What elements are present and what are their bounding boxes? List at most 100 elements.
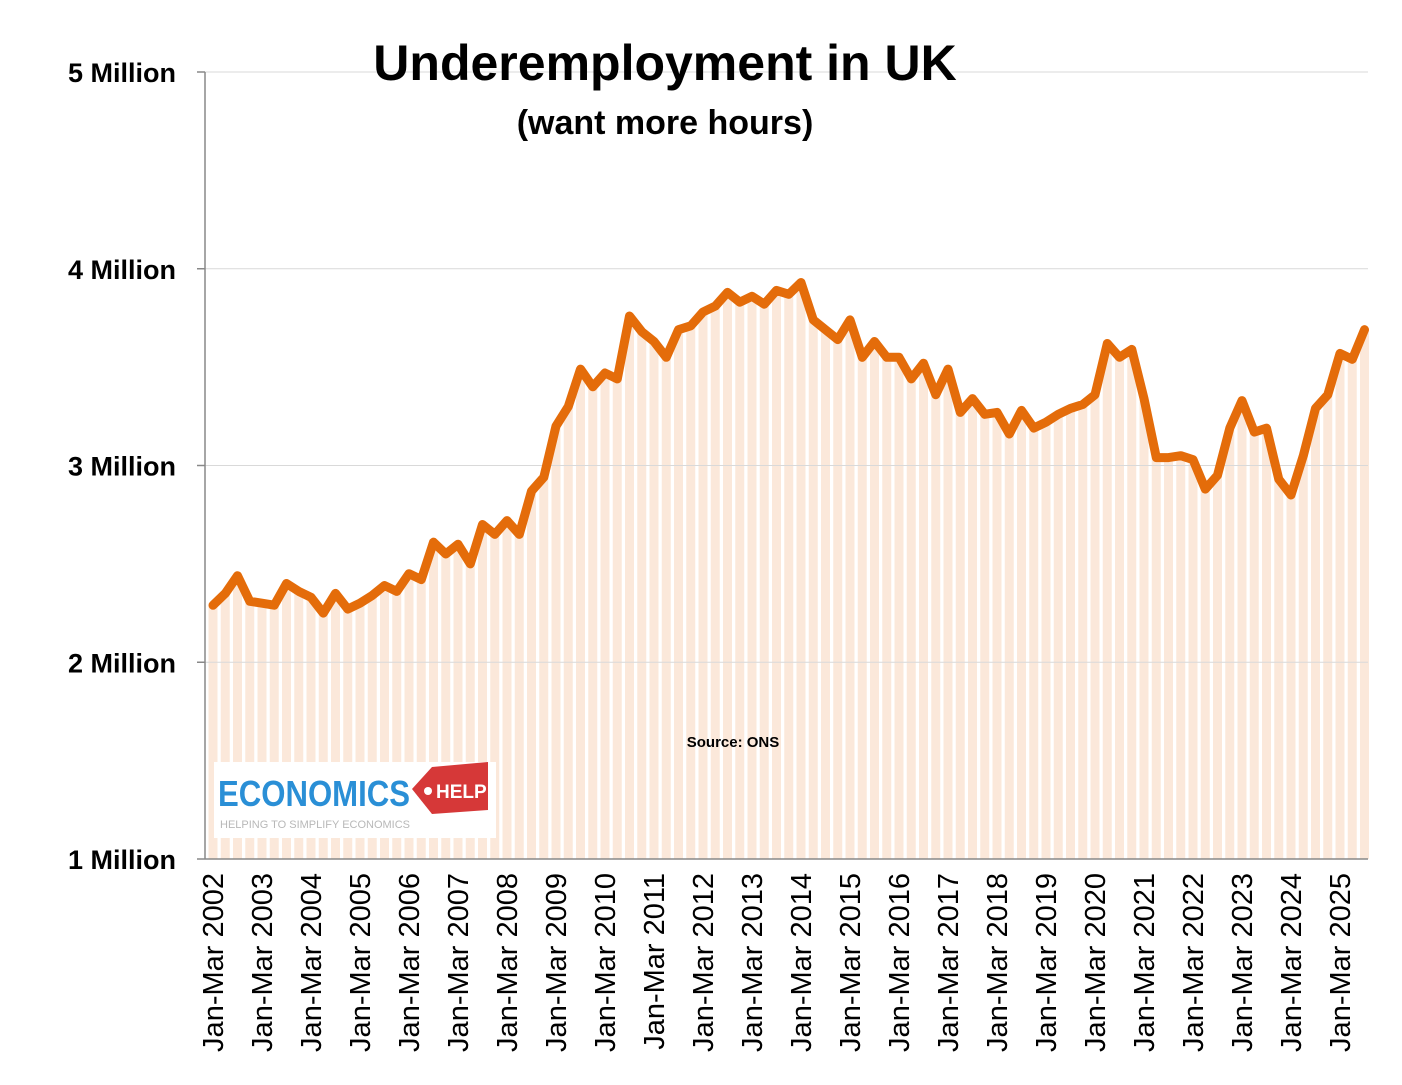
area-bar — [380, 585, 389, 859]
x-tick-label: Jan-Mar 2004 — [296, 873, 328, 1052]
area-bar — [1017, 410, 1026, 859]
area-bar — [649, 341, 659, 859]
logo-tag-hole — [424, 787, 432, 795]
area-bar — [796, 282, 806, 860]
area-bar — [784, 294, 794, 859]
area-bar — [1066, 408, 1075, 859]
area-bar — [208, 605, 218, 859]
area-bar — [367, 595, 377, 859]
area-bar — [269, 605, 279, 859]
area-bar — [563, 406, 573, 859]
area-bar — [747, 296, 757, 859]
area-bar — [355, 603, 365, 859]
x-tick-labels: Jan-Mar 2002 Jan-Mar 2003 Jan-Mar 2004 Jan-… — [198, 873, 1357, 1052]
gridlines — [205, 71, 1368, 663]
x-tick-label: Jan-Mar 2011 — [639, 873, 671, 1050]
area-bar — [245, 601, 255, 859]
x-tick-label: Jan-Mar 2014 — [786, 873, 818, 1052]
area-bar — [1029, 428, 1039, 859]
area-bar — [674, 329, 683, 859]
area-bar — [931, 394, 941, 859]
area-bar — [551, 426, 561, 859]
area-bar — [1078, 404, 1088, 859]
area-bar — [441, 554, 451, 859]
area-bar — [527, 491, 536, 859]
y-tick-label: 1 Million — [68, 845, 176, 875]
area-bar — [233, 575, 242, 859]
area-bar — [1139, 398, 1149, 859]
area-bar — [588, 386, 598, 859]
area-bar — [465, 563, 475, 859]
area-bar — [821, 329, 830, 859]
area-bar — [686, 325, 696, 859]
area-bar — [1090, 394, 1100, 859]
area-bar — [759, 304, 769, 859]
area-bar — [1041, 422, 1051, 859]
x-tick-label: Jan-Mar 2019 — [1031, 873, 1063, 1052]
economics-help-logo: ECONOMICS HELP HELPING TO SIMPLIFY ECONO… — [214, 762, 496, 838]
x-tick-label: Jan-Mar 2012 — [688, 873, 720, 1052]
x-tick-label: Jan-Mar 2018 — [982, 873, 1014, 1052]
area-bar — [1249, 432, 1259, 859]
x-tick-label: Jan-Mar 2017 — [933, 873, 965, 1052]
area-bar — [318, 613, 328, 859]
area-bar — [1102, 343, 1112, 859]
y-tick-label: 5 Million — [68, 58, 176, 88]
area-bar — [1286, 495, 1296, 859]
area-bar — [576, 369, 585, 859]
x-tick-label: Jan-Mar 2010 — [590, 873, 622, 1052]
area-bar — [1237, 400, 1247, 859]
area-bar — [502, 520, 512, 859]
area-bar — [1151, 457, 1161, 859]
x-tick-label: Jan-Mar 2002 — [198, 873, 230, 1052]
area-bar — [943, 369, 953, 859]
area-bar — [1188, 459, 1198, 859]
x-tick-label: Jan-Mar 2013 — [737, 873, 769, 1052]
x-tick-label: Jan-Mar 2006 — [394, 873, 426, 1052]
area-bar — [906, 378, 916, 859]
area-bar — [723, 292, 732, 859]
area-bar — [478, 524, 487, 859]
chart-subtitle: (want more hours) — [517, 104, 814, 142]
area-bar — [1127, 349, 1137, 859]
area-bar — [1115, 357, 1124, 859]
x-tick-label: Jan-Mar 2023 — [1227, 873, 1259, 1052]
area-bar — [416, 579, 426, 859]
area-bar — [257, 603, 267, 859]
area-bar — [392, 591, 402, 859]
area-bar — [1311, 408, 1320, 859]
area-bar — [429, 542, 438, 859]
x-tick-label: Jan-Mar 2008 — [492, 873, 524, 1052]
area-bar — [306, 597, 316, 859]
area-bar — [833, 339, 843, 860]
x-tick-label: Jan-Mar 2021 — [1129, 873, 1161, 1052]
area-bar — [294, 591, 304, 859]
logo-name: ECONOMICS — [218, 773, 410, 814]
area-bar — [1200, 489, 1210, 859]
y-tick-label: 2 Million — [68, 648, 176, 678]
logo-tag: HELP — [436, 782, 487, 803]
area-bar — [919, 363, 928, 859]
area-bar — [857, 357, 867, 859]
area-bar — [710, 306, 720, 859]
area-bar — [894, 357, 904, 859]
area-bar — [870, 341, 879, 859]
x-tick-label: Jan-Mar 2005 — [345, 873, 377, 1052]
x-tick-label: Jan-Mar 2024 — [1276, 873, 1308, 1052]
area-bar — [612, 378, 622, 859]
area-bar — [661, 357, 671, 859]
x-tick-label: Jan-Mar 2016 — [884, 873, 916, 1052]
logo-tagline: HELPING TO SIMPLIFY ECONOMICS — [220, 819, 410, 831]
area-bar — [1053, 414, 1063, 859]
area-bar — [331, 593, 340, 859]
area-bar — [539, 477, 549, 859]
area-bar — [1335, 353, 1345, 859]
area-bar — [772, 290, 781, 860]
area-bar — [1213, 475, 1222, 859]
area-bar — [1262, 428, 1271, 859]
area-bar — [955, 412, 965, 859]
area-bar — [1164, 457, 1173, 859]
area-bar — [637, 331, 647, 860]
x-tick-label: Jan-Mar 2015 — [835, 873, 867, 1052]
